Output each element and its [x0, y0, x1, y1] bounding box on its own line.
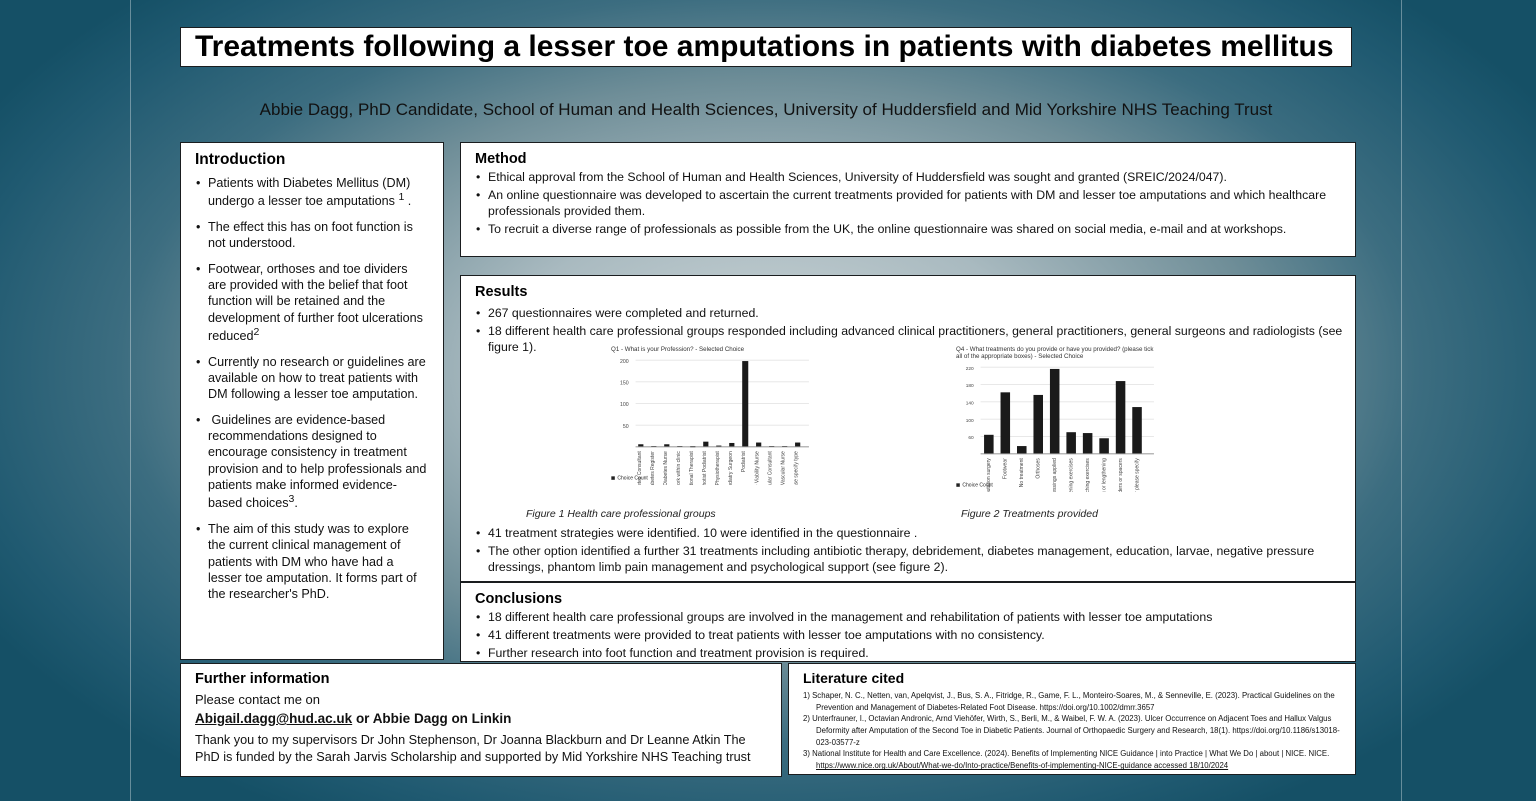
svg-text:Other please specify type: Other please specify type	[794, 451, 800, 485]
svg-text:50: 50	[623, 424, 629, 430]
svg-text:200: 200	[620, 359, 629, 365]
svg-text:Post operative dressings appli: Post operative dressings applied	[1052, 458, 1058, 492]
svg-text:100: 100	[620, 402, 629, 408]
svg-text:Vascular Consultant: Vascular Consultant	[768, 451, 774, 485]
svg-text:Occupational Therapist: Occupational Therapist	[689, 451, 695, 485]
svg-text:Orthotist Podiatrist: Orthotist Podiatrist	[702, 451, 708, 485]
svg-text:220: 220	[966, 366, 974, 372]
svg-text:Choice Count: Choice Count	[962, 482, 993, 488]
svg-text:150: 150	[620, 380, 629, 386]
svg-text:Tissue Viability Nurse: Tissue Viability Nurse	[755, 451, 761, 485]
svg-text:Podiatry Surgeon: Podiatry Surgeon	[728, 451, 734, 485]
svg-text:Surgical revision following or: Surgical revision following or lengtheni…	[1101, 458, 1107, 492]
svg-text:140: 140	[966, 400, 974, 406]
svg-text:Strengthening exercises: Strengthening exercises	[1068, 458, 1074, 492]
svg-text:Physiotherapist: Physiotherapist	[715, 451, 721, 485]
svg-text:100: 100	[966, 418, 974, 424]
svg-text:Diabetes Register: Diabetes Register	[650, 451, 656, 485]
svg-text:60: 60	[968, 435, 974, 441]
svg-text:Orthoses: Orthoses	[1036, 458, 1042, 479]
svg-text:Stretching exercises: Stretching exercises	[1085, 458, 1091, 492]
svg-text:Diabetes Nurse: Diabetes Nurse	[663, 451, 669, 485]
svg-text:Podiatrist: Podiatrist	[741, 451, 747, 473]
svg-text:Choice Count: Choice Count	[617, 475, 648, 481]
svg-text:180: 180	[966, 383, 974, 389]
svg-text:No treatment: No treatment	[1019, 458, 1025, 488]
svg-text:Footwear: Footwear	[1003, 458, 1009, 479]
svg-text:Vascular Nurse: Vascular Nurse	[781, 451, 787, 485]
svg-text:Other please specify: Other please specify	[1134, 458, 1140, 492]
svg-text:Toe dividers or spacers: Toe dividers or spacers	[1118, 458, 1124, 492]
svg-text:District Nurse or work within: District Nurse or work within clinic	[676, 451, 682, 485]
